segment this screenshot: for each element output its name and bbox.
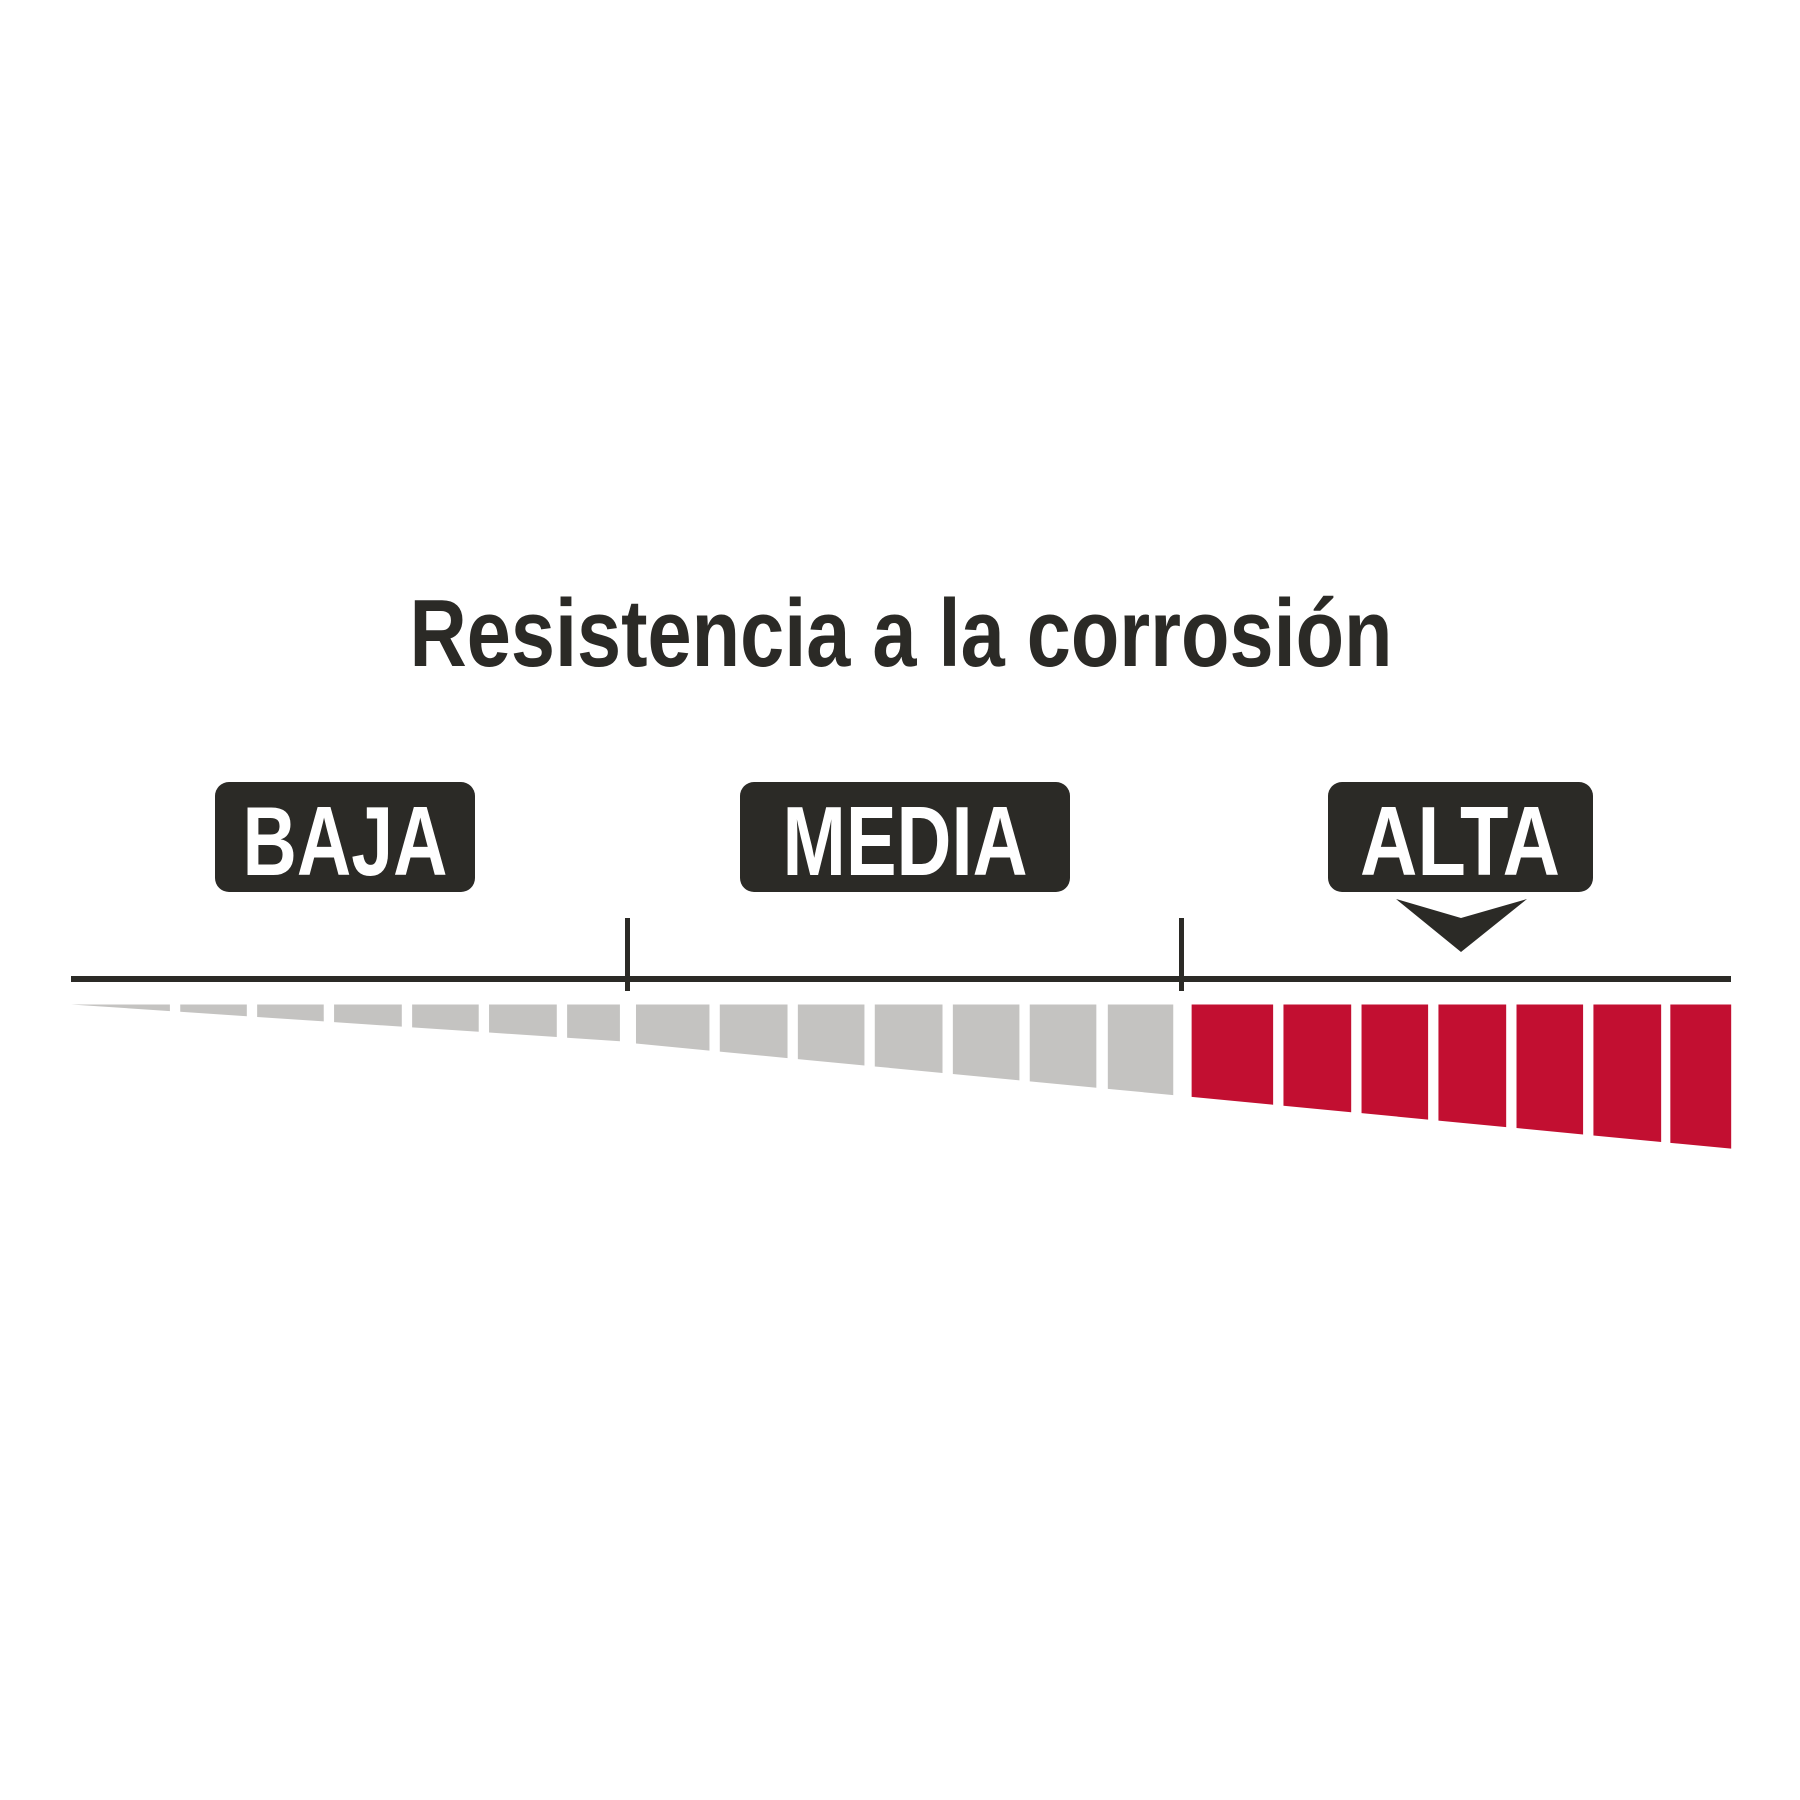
title: Resistencia a la corrosión [410, 580, 1393, 687]
level-tag-alta: ALTA [1328, 782, 1593, 896]
level-label-alta: ALTA [1360, 786, 1560, 896]
scale-segment-inactive [1029, 1004, 1097, 1088]
scale-segment-inactive [567, 1004, 620, 1042]
scale-segment-inactive [719, 1004, 788, 1059]
scale-divider-tick [625, 918, 630, 991]
scale-segment-inactive [797, 1004, 865, 1066]
scale-segment-active [1593, 1004, 1662, 1142]
level-tag-media: MEDIA [740, 782, 1070, 896]
scale-segment-inactive [874, 1004, 943, 1073]
scale-segment-active [1516, 1004, 1584, 1135]
level-label-baja: BAJA [243, 786, 448, 896]
scale-segment-active [1438, 1004, 1507, 1128]
scale-segment-inactive [334, 1004, 402, 1027]
scale-segment-inactive [257, 1004, 324, 1022]
scale-bars [71, 1004, 1732, 1149]
scale-segment-active [1283, 1004, 1352, 1113]
level-label-media: MEDIA [783, 786, 1028, 896]
scale-segment-inactive [180, 1004, 247, 1017]
selected-level-arrow-icon [1396, 899, 1527, 952]
scale-axis-line [71, 976, 1731, 982]
scale-segment-active [1670, 1004, 1732, 1149]
scale-segment-inactive [1107, 1004, 1174, 1096]
scale-segment-inactive [412, 1004, 479, 1032]
level-tag-baja: BAJA [215, 782, 475, 896]
scale-segment-inactive [489, 1004, 557, 1038]
scale-divider-tick [1179, 918, 1184, 991]
scale-segment-inactive [71, 1004, 170, 1012]
scale-segment-active [1191, 1004, 1274, 1105]
scale-segment-active [1361, 1004, 1429, 1120]
scale-segment-inactive [952, 1004, 1020, 1081]
scale-segment-inactive [635, 1004, 710, 1051]
